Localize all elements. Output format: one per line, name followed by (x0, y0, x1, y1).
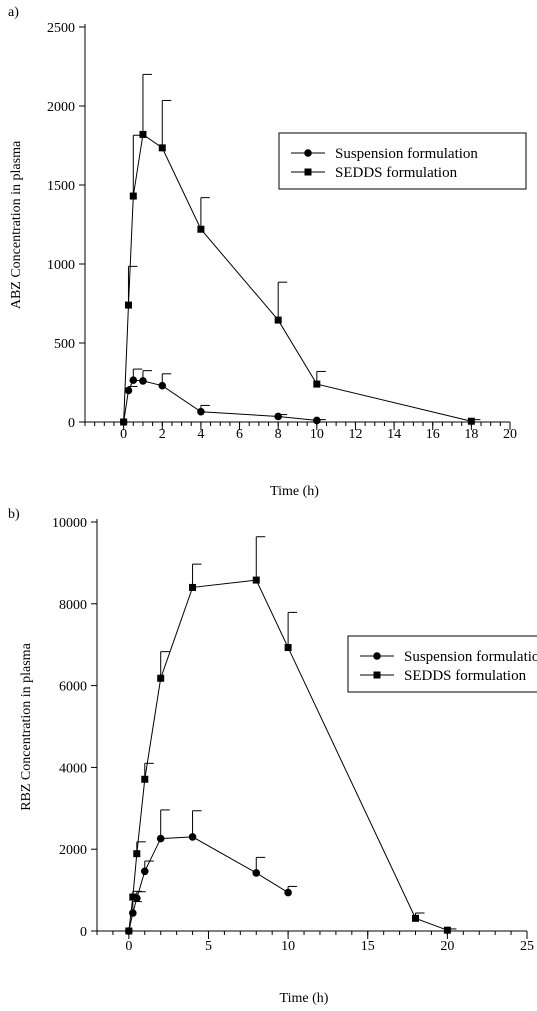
x-tick-label: 6 (236, 427, 243, 442)
y-tick-label: 0 (68, 416, 75, 431)
x-tick-label: 18 (464, 427, 478, 442)
series-line (128, 836, 289, 932)
series-suspension (119, 368, 326, 426)
data-point (313, 380, 321, 388)
data-point (124, 301, 132, 309)
data-point (284, 888, 292, 897)
data-point (139, 377, 147, 385)
x-tick-label: 10 (310, 427, 324, 442)
y-tick-label: 0 (80, 925, 87, 940)
series-sedds (125, 536, 457, 935)
series-line (128, 579, 448, 932)
x-tick-label: 14 (387, 427, 401, 442)
series-line (123, 379, 317, 423)
legend-marker (304, 149, 312, 157)
chart-panel-1: a) 0 500 1000 1500 2000 2500 0 2 4 6 8 10 12 14 16 18 20 T… (8, 5, 527, 499)
x-axis-label: Time (h) (280, 991, 329, 1006)
y-axis-label: ABZ Concentration in plasma (9, 140, 24, 309)
legend-marker (304, 168, 312, 176)
data-point (125, 927, 133, 935)
y-tick-label: 2000 (47, 100, 75, 115)
data-point (274, 412, 282, 421)
x-tick-label: 16 (426, 427, 440, 442)
x-tick-label: 25 (520, 939, 534, 954)
y-tick-label: 2500 (47, 21, 75, 36)
data-point (467, 417, 475, 425)
y-tick-label: 8000 (59, 598, 87, 613)
x-tick-label: 5 (205, 939, 212, 954)
y-tick-label: 1500 (47, 179, 75, 194)
legend-label: SEDDS formulation (335, 165, 458, 181)
series-sedds (120, 73, 481, 426)
x-tick-label: 20 (503, 427, 517, 442)
panel-label: b) (8, 507, 20, 522)
series-suspension (125, 809, 298, 935)
data-point (197, 407, 205, 416)
data-point (284, 644, 292, 652)
y-tick-label: 4000 (59, 761, 87, 776)
data-point (156, 834, 165, 843)
legend-marker (373, 671, 381, 679)
legend-label: SEDDS formulation (404, 668, 527, 684)
data-point (197, 225, 205, 233)
x-tick-label: 8 (275, 427, 282, 442)
x-axis-label: Time (h) (270, 484, 319, 499)
x-tick-label: 12 (348, 427, 362, 442)
data-point (157, 674, 165, 682)
data-point (313, 416, 321, 425)
x-tick-label: 20 (440, 939, 454, 954)
data-point (120, 418, 128, 426)
data-point (252, 576, 260, 584)
data-point (274, 316, 282, 324)
y-tick-label: 500 (54, 337, 75, 352)
data-point (252, 869, 261, 877)
data-point (141, 775, 149, 783)
legend-marker (373, 652, 381, 660)
y-tick-label: 2000 (59, 843, 87, 858)
x-tick-label: 10 (281, 939, 295, 954)
legend: Suspension formulation SEDDS formulation (278, 132, 527, 190)
data-point (189, 583, 197, 591)
data-point (129, 376, 138, 384)
data-point (158, 144, 166, 152)
data-point (188, 833, 197, 841)
legend-box (347, 635, 537, 693)
x-tick-label: 15 (361, 939, 375, 954)
legend-box (278, 132, 527, 190)
data-point (443, 926, 451, 934)
y-tick-label: 6000 (59, 680, 87, 695)
panel-label: a) (8, 5, 19, 20)
data-point (129, 893, 137, 901)
data-point (129, 192, 137, 200)
data-point (412, 914, 420, 922)
x-tick-label: 0 (120, 427, 127, 442)
x-tick-label: 4 (197, 427, 204, 442)
y-axis-label: RBZ Concentration in plasma (19, 642, 34, 810)
data-point (124, 386, 133, 395)
chart-panel-2: b) 0 2000 4000 6000 8000 10000 0 5 10 15 20 25 Time (… (8, 507, 537, 1006)
y-tick-label: 1000 (47, 258, 75, 273)
data-point (158, 381, 167, 390)
x-tick-label: 0 (125, 939, 132, 954)
y-tick-label: 10000 (52, 516, 87, 531)
data-point (133, 850, 141, 858)
data-point (139, 130, 147, 138)
legend-label: Suspension formulation (404, 649, 537, 665)
data-point (140, 867, 149, 876)
legend-label: Suspension formulation (335, 146, 478, 162)
x-tick-label: 2 (159, 427, 166, 442)
legend: Suspension formulation SEDDS formulation (347, 635, 537, 693)
